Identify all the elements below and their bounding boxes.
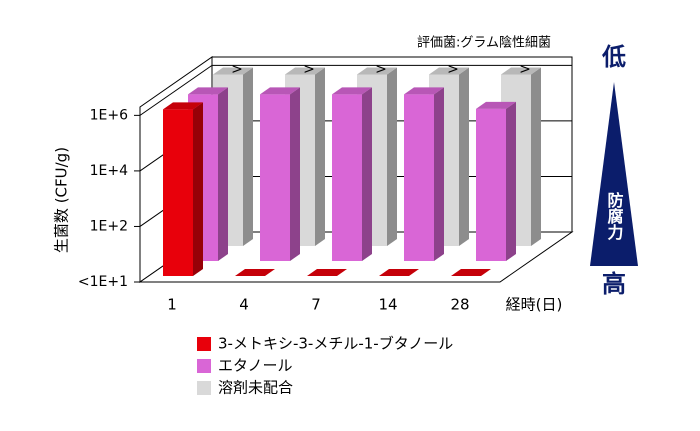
y-axis-label: 生菌数 (CFU/g)	[53, 147, 71, 253]
bar	[332, 87, 372, 261]
bar	[235, 269, 275, 276]
grid-line	[139, 64, 213, 116]
x-tick-label: 4	[239, 296, 249, 314]
bar-face	[501, 67, 541, 75]
legend-label: エタノール	[218, 357, 293, 375]
bar-face	[285, 67, 325, 75]
bar-face	[451, 269, 491, 276]
exceed-mark: >	[231, 61, 243, 77]
x-axis-label: 経時(日)	[506, 296, 563, 314]
bar-face	[235, 269, 275, 276]
bar-face	[506, 101, 516, 261]
bar-face	[315, 67, 325, 246]
bar-face	[404, 94, 434, 261]
bar-face	[459, 67, 469, 246]
bar-face	[193, 102, 203, 276]
bar-face	[290, 87, 300, 261]
scale-bottom: 高	[602, 270, 626, 298]
bar-face	[213, 67, 253, 75]
bar-face	[387, 67, 397, 246]
x-tick-label: 14	[378, 296, 397, 314]
legend-swatch	[197, 337, 211, 351]
bar-face	[429, 67, 469, 75]
bar-face	[434, 87, 444, 261]
bar	[260, 87, 300, 261]
bar	[307, 269, 347, 276]
bar-face	[332, 87, 372, 95]
bar-face	[260, 87, 300, 95]
bar-face	[307, 269, 347, 276]
y-tick-label: 1E+6	[90, 107, 128, 123]
scale-middle: 防腐力	[605, 191, 624, 241]
x-tick-label: 7	[311, 296, 321, 314]
bar-face	[476, 108, 506, 261]
x-tick-label: 1	[167, 296, 177, 314]
annotation: 評価菌:グラム陰性細菌	[417, 36, 551, 51]
bar-face	[163, 102, 203, 110]
y-tick-label: <1E+1	[78, 274, 128, 290]
bar-face	[163, 109, 193, 276]
legend-label: 3-メトキシ-3-メチル-1-ブタノール	[218, 335, 453, 353]
bar	[404, 87, 444, 261]
bar	[476, 101, 516, 261]
bar-face	[362, 87, 372, 261]
exceed-mark: >	[519, 61, 531, 77]
legend-swatch	[197, 359, 211, 373]
bar-face	[476, 101, 516, 109]
bar-face	[332, 94, 362, 261]
legend-swatch	[197, 381, 211, 395]
legend-label: 溶剤未配合	[218, 379, 293, 397]
scale-top: 低	[601, 43, 626, 71]
exceed-mark: >	[375, 61, 387, 77]
y-tick-label: 1E+4	[90, 163, 128, 179]
exceed-mark: >	[447, 61, 459, 77]
exceed-mark: >	[303, 61, 315, 77]
bar	[451, 269, 491, 276]
bar-face	[531, 67, 541, 246]
bar-face	[404, 87, 444, 95]
y-tick-label: 1E+2	[90, 218, 128, 234]
scale-triangle	[590, 82, 638, 266]
bar-face	[243, 67, 253, 246]
bar-face	[218, 87, 228, 261]
bar-face	[188, 87, 228, 95]
bar-face	[379, 269, 419, 276]
bar	[163, 102, 203, 276]
x-tick-label: 28	[450, 296, 469, 314]
bar-face	[357, 67, 397, 75]
bar-face	[260, 94, 290, 261]
bar	[379, 269, 419, 276]
